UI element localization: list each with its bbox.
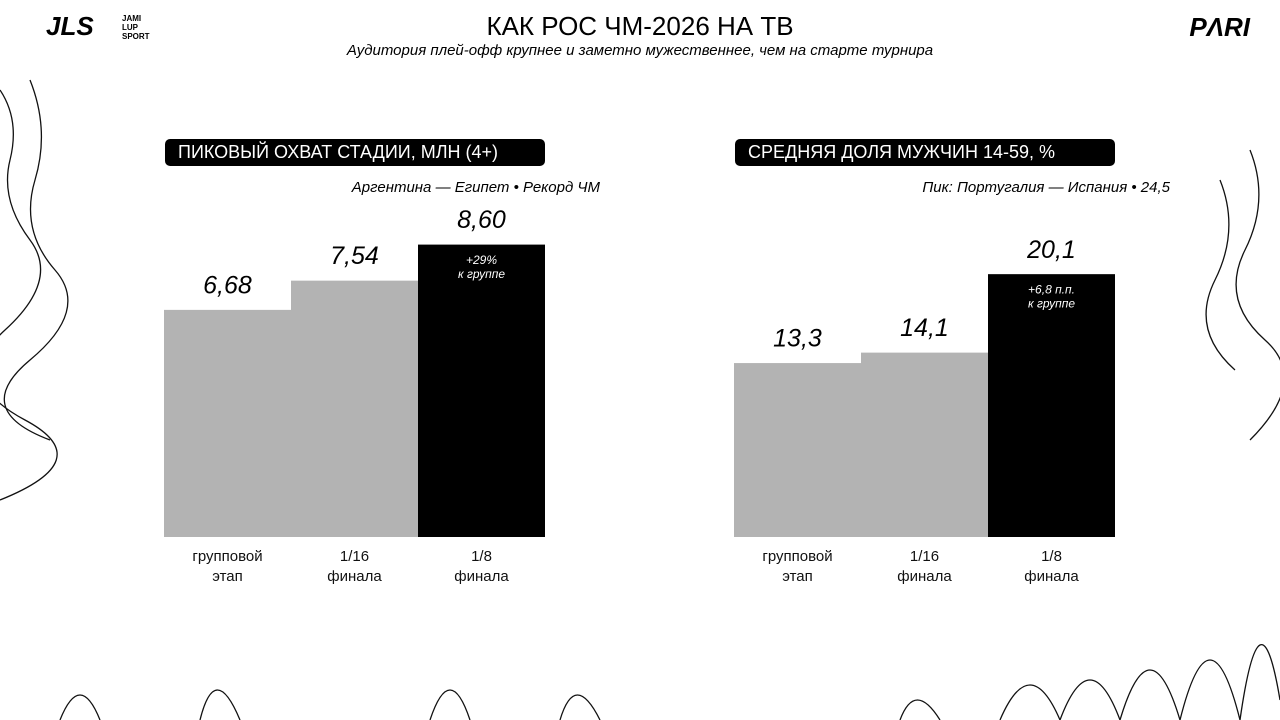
x-tick-label: 1/8 финала <box>1024 548 1079 585</box>
chart-title-bg <box>735 139 1115 166</box>
chart-subtitle: Пик: Португалия — Испания • 24,5 <box>922 179 1170 196</box>
x-tick-label: групповой этап <box>762 548 833 585</box>
chart-title: СРЕДНЯЯ ДОЛЯ МУЖЧИН 14-59, % <box>748 142 1055 162</box>
bar <box>988 274 1115 537</box>
decoration <box>0 79 1280 720</box>
bar <box>734 363 861 537</box>
logo-left: JLS <box>46 11 94 41</box>
x-tick-label: 1/8 финала <box>454 548 509 585</box>
logo-left-text: JAMI <box>122 14 141 23</box>
value-label: 13,3 <box>773 325 822 353</box>
value-label: 6,68 <box>203 271 252 299</box>
logo-right: PΛRI <box>1189 12 1250 42</box>
title: КАК РОС ЧМ-2026 НА ТВ <box>486 11 793 41</box>
chart-title-bg <box>165 139 545 166</box>
chart-subtitle: Аргентина — Египет • Рекорд ЧМ <box>351 179 601 196</box>
bar-note: +29% <box>466 253 497 267</box>
chart-title: ПИКОВЫЙ ОХВАТ СТАДИИ, МЛН (4+) <box>178 141 498 162</box>
value-label: 20,1 <box>1026 236 1076 264</box>
bar-note: к группе <box>458 267 505 281</box>
bar <box>418 244 545 537</box>
subtitle: Аудитория плей-офф крупнее и заметно муж… <box>346 42 933 59</box>
bar-note: к группе <box>1028 296 1075 310</box>
logo-left-text: SPORT <box>122 32 150 41</box>
bar <box>861 352 988 537</box>
value-label: 14,1 <box>900 314 949 342</box>
value-label: 8,60 <box>457 206 506 234</box>
bar <box>164 309 291 537</box>
x-tick-label: 1/16 финала <box>897 548 952 585</box>
x-tick-label: групповой этап <box>192 548 263 585</box>
value-label: 7,54 <box>330 242 379 270</box>
bar-note: +6,8 п.п. <box>1028 282 1075 296</box>
x-tick-label: 1/16 финала <box>327 548 382 585</box>
logo-left-text: LUP <box>122 23 139 32</box>
bar <box>291 280 418 537</box>
